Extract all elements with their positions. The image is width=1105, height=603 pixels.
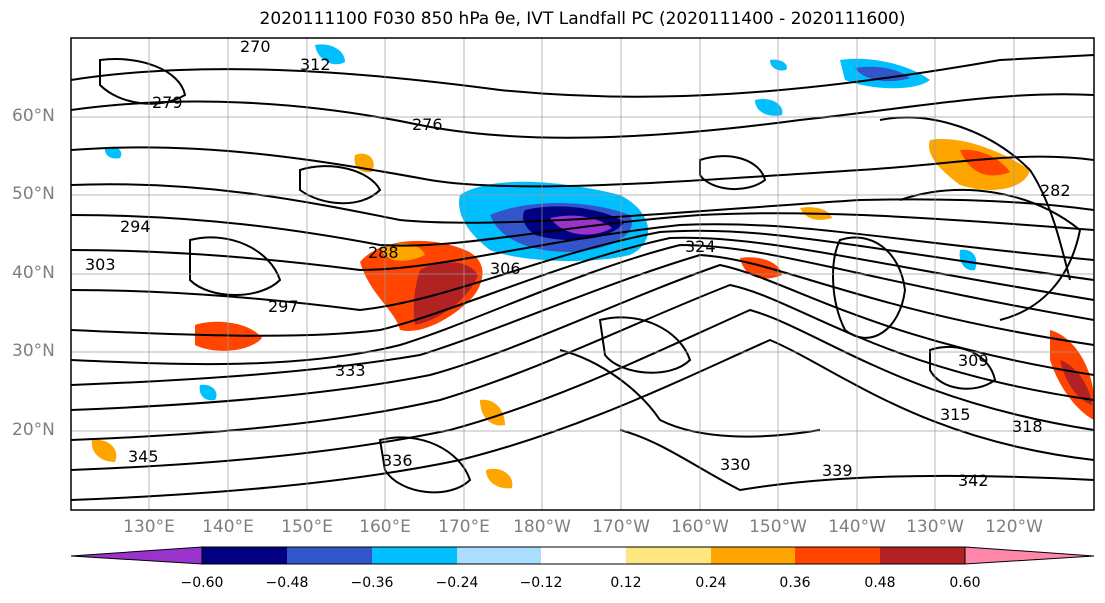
contour-label: 315: [940, 405, 971, 424]
graticule: [71, 38, 1094, 510]
colorbar-tick-label: 0.48: [864, 575, 896, 591]
lon-label: 150°W: [749, 517, 807, 537]
lon-label: 160°E: [359, 517, 411, 537]
contour-label: 330: [720, 455, 751, 474]
contour-label: 279: [152, 93, 183, 112]
colorbar: [70, 546, 1095, 565]
lon-label: 140°W: [828, 517, 886, 537]
colorbar-low-extend: [70, 546, 203, 565]
lon-label: 150°E: [281, 517, 333, 537]
colorbar-tick-label: 0.24: [695, 575, 727, 591]
colorbar-bin: [372, 547, 457, 564]
contour-label: 336: [382, 451, 413, 470]
colorbar-tick-label: −0.48: [265, 575, 309, 591]
lon-label: 120°W: [985, 517, 1043, 537]
colorbar-tick-label: 0.36: [779, 575, 811, 591]
colorbar-bin: [457, 547, 541, 564]
contour-label: 342: [958, 471, 989, 490]
colorbar-bin: [711, 547, 795, 564]
lat-label: 50°N: [12, 184, 55, 204]
contour-label: 276: [412, 115, 443, 134]
lat-label: 30°N: [12, 341, 55, 361]
lat-label: 20°N: [12, 420, 55, 440]
contour-label: 309: [958, 351, 989, 370]
map-frame: [70, 37, 1095, 511]
contour-label: 303: [85, 255, 116, 274]
contour-label: 339: [822, 461, 853, 480]
lat-label: 60°N: [12, 106, 55, 126]
contour-label: 294: [120, 217, 151, 236]
contour-label: 345: [128, 447, 159, 466]
colorbar-tick-label: 0.60: [949, 575, 981, 591]
contour-label: 324: [685, 237, 716, 256]
contour-label: 333: [335, 361, 366, 380]
colorbar-tick-label: −0.24: [435, 575, 479, 591]
map-title: 2020111100 F030 850 hPa θe, IVT Landfall…: [259, 9, 906, 29]
contour-label: 282: [1040, 181, 1071, 200]
colorbar-bin: [541, 547, 626, 564]
contour-label: 270: [240, 37, 271, 56]
colorbar-bin: [626, 547, 711, 564]
contour-label: 318: [1012, 417, 1043, 436]
contour-label: 297: [268, 297, 299, 316]
contour-label: 306: [490, 259, 521, 278]
colorbar-bin: [880, 547, 965, 564]
colorbar-bin: [795, 547, 880, 564]
lon-label: 130°W: [906, 517, 964, 537]
colorbar-tick-label: −0.36: [350, 575, 394, 591]
colorbar-tick-label: −0.60: [180, 575, 224, 591]
colorbar-bin: [287, 547, 372, 564]
lon-label: 170°E: [438, 517, 490, 537]
colorbar-high-extend: [964, 546, 1095, 565]
lon-label: 170°W: [592, 517, 650, 537]
theta-e-contours: [71, 54, 1094, 501]
lon-label: 130°E: [123, 517, 175, 537]
colorbar-tick-label: −0.12: [519, 575, 563, 591]
contour-label: 312: [300, 55, 331, 74]
contour-label: 288: [368, 243, 399, 262]
lon-label: 160°W: [671, 517, 729, 537]
colorbar-bin: [202, 547, 287, 564]
colorbar-tick-label: 0.12: [610, 575, 642, 591]
contour-labels: 270 279 276 282 288 294 297 303 306 309 …: [85, 37, 1071, 490]
lat-label: 40°N: [12, 263, 55, 283]
lon-label: 140°E: [202, 517, 254, 537]
lon-label: 180°W: [513, 517, 571, 537]
